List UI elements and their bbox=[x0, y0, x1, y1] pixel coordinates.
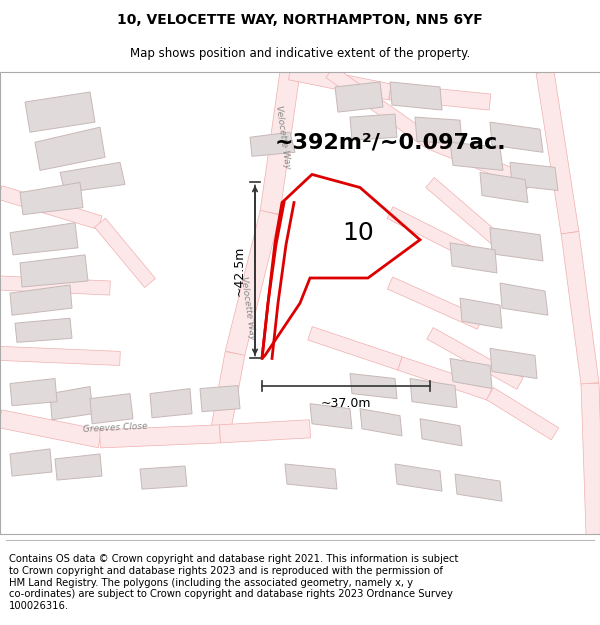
Polygon shape bbox=[390, 82, 442, 110]
Polygon shape bbox=[50, 387, 93, 420]
Text: Velocette Way: Velocette Way bbox=[239, 276, 257, 341]
Polygon shape bbox=[0, 186, 102, 229]
Polygon shape bbox=[335, 82, 383, 112]
Polygon shape bbox=[490, 348, 537, 379]
Polygon shape bbox=[455, 474, 502, 501]
Polygon shape bbox=[388, 277, 482, 329]
Polygon shape bbox=[427, 136, 533, 189]
Polygon shape bbox=[10, 449, 52, 476]
Polygon shape bbox=[450, 242, 497, 273]
Polygon shape bbox=[90, 394, 133, 424]
Text: ~42.5m: ~42.5m bbox=[233, 245, 245, 296]
Polygon shape bbox=[225, 210, 280, 356]
Polygon shape bbox=[536, 71, 579, 234]
Polygon shape bbox=[15, 318, 72, 342]
Polygon shape bbox=[480, 173, 528, 203]
Polygon shape bbox=[581, 383, 600, 534]
Polygon shape bbox=[398, 357, 492, 400]
Text: Greeves Close: Greeves Close bbox=[82, 422, 148, 434]
Polygon shape bbox=[25, 92, 95, 132]
Text: Map shows position and indicative extent of the property.: Map shows position and indicative extent… bbox=[130, 48, 470, 61]
Polygon shape bbox=[150, 389, 192, 418]
Polygon shape bbox=[308, 327, 402, 370]
Polygon shape bbox=[20, 182, 83, 214]
Polygon shape bbox=[427, 328, 523, 389]
Polygon shape bbox=[210, 351, 245, 436]
Polygon shape bbox=[426, 177, 504, 248]
Polygon shape bbox=[250, 132, 295, 156]
Text: Contains OS data © Crown copyright and database right 2021. This information is : Contains OS data © Crown copyright and d… bbox=[9, 554, 458, 611]
Text: ~392m²/~0.097ac.: ~392m²/~0.097ac. bbox=[274, 132, 506, 152]
Text: 10, VELOCETTE WAY, NORTHAMPTON, NN5 6YF: 10, VELOCETTE WAY, NORTHAMPTON, NN5 6YF bbox=[117, 13, 483, 27]
Polygon shape bbox=[420, 419, 462, 446]
Polygon shape bbox=[0, 276, 110, 295]
Polygon shape bbox=[100, 425, 220, 448]
Polygon shape bbox=[35, 127, 105, 171]
Bar bbox=[0, 72, 600, 534]
Polygon shape bbox=[415, 117, 462, 144]
Polygon shape bbox=[310, 404, 352, 429]
Polygon shape bbox=[389, 84, 491, 110]
Polygon shape bbox=[260, 71, 300, 214]
Polygon shape bbox=[285, 464, 337, 489]
Polygon shape bbox=[510, 162, 558, 191]
Polygon shape bbox=[490, 122, 543, 152]
Text: Velocette Way: Velocette Way bbox=[274, 105, 292, 169]
Text: ~37.0m: ~37.0m bbox=[321, 397, 371, 410]
Polygon shape bbox=[490, 228, 543, 261]
Polygon shape bbox=[450, 142, 503, 171]
Polygon shape bbox=[387, 207, 473, 259]
Polygon shape bbox=[326, 66, 434, 148]
Polygon shape bbox=[410, 379, 457, 408]
Polygon shape bbox=[60, 162, 125, 192]
Polygon shape bbox=[10, 285, 72, 315]
Polygon shape bbox=[200, 386, 240, 412]
Polygon shape bbox=[10, 379, 57, 406]
Polygon shape bbox=[20, 255, 88, 287]
Polygon shape bbox=[561, 231, 599, 385]
Polygon shape bbox=[220, 420, 310, 443]
Polygon shape bbox=[55, 454, 102, 480]
Polygon shape bbox=[500, 283, 548, 315]
Polygon shape bbox=[0, 410, 102, 447]
Polygon shape bbox=[350, 114, 397, 140]
Polygon shape bbox=[450, 358, 492, 389]
Polygon shape bbox=[0, 346, 120, 366]
Polygon shape bbox=[140, 466, 187, 489]
Polygon shape bbox=[487, 388, 559, 440]
Polygon shape bbox=[10, 222, 78, 255]
Polygon shape bbox=[460, 298, 502, 328]
Polygon shape bbox=[95, 218, 155, 288]
Polygon shape bbox=[289, 64, 392, 100]
Text: 10: 10 bbox=[342, 221, 374, 245]
Polygon shape bbox=[360, 409, 402, 436]
Polygon shape bbox=[395, 464, 442, 491]
Polygon shape bbox=[350, 374, 397, 399]
